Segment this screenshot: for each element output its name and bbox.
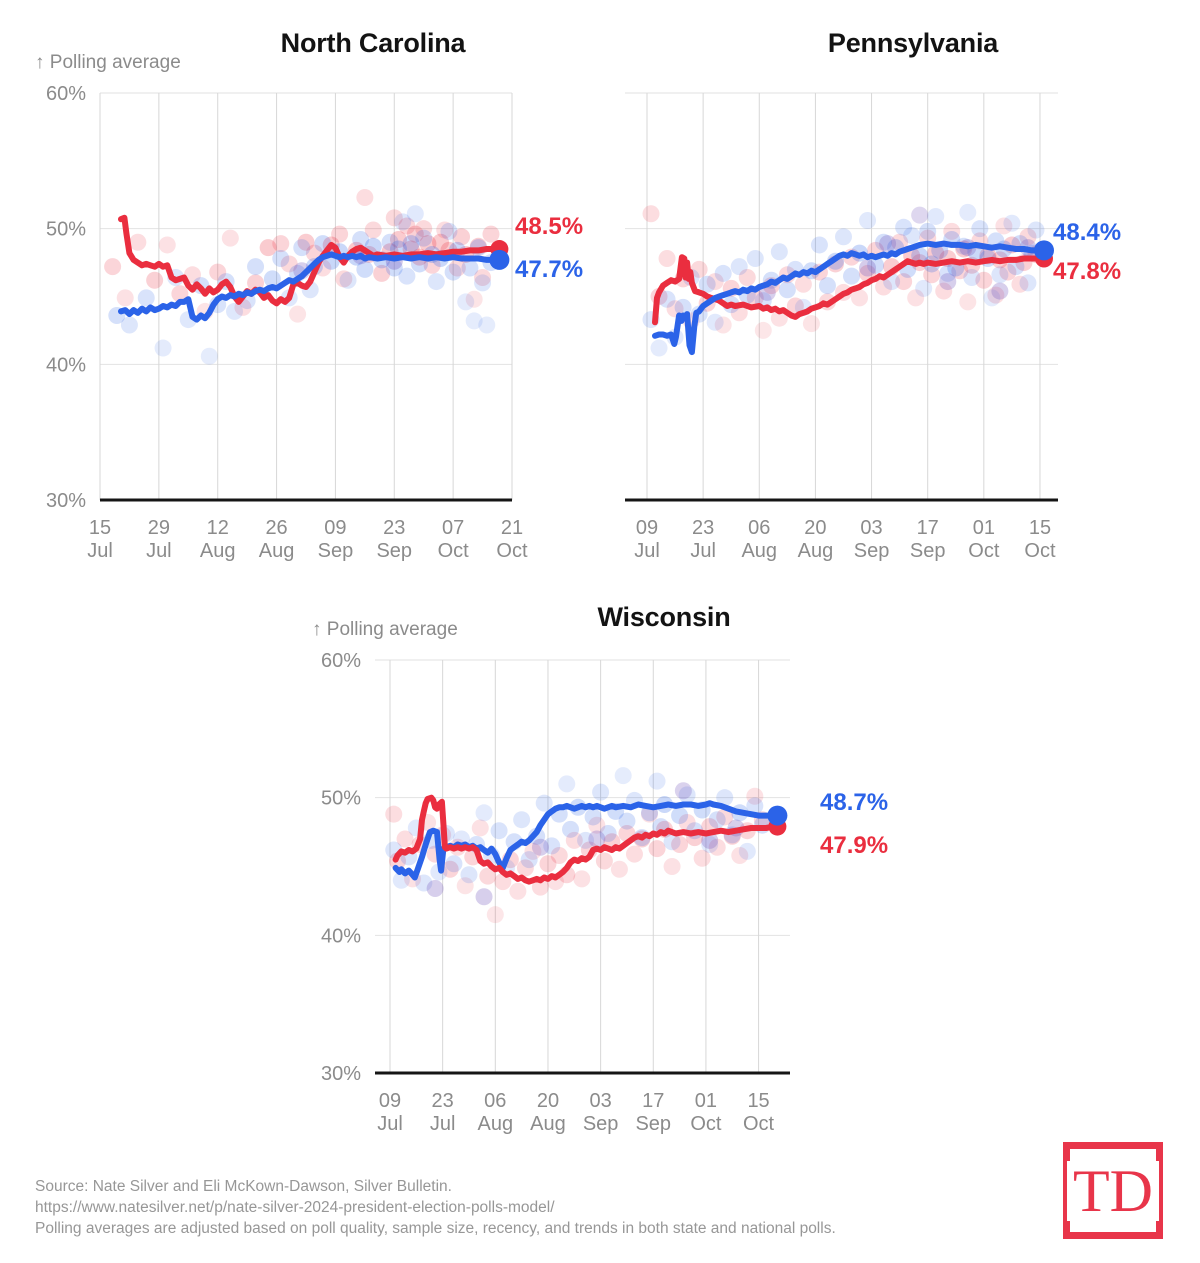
y-tick-labels: 60% 50% 40% 30% (46, 83, 86, 512)
source-note: Source: Nate Silver and Eli McKown-Dawso… (35, 1176, 836, 1239)
x-tick-labels: 09 Jul 23 Jul 06 Aug 20 Aug 03 Sep 17 Sep 01 Oct 15 Oct (377, 1090, 774, 1135)
blue-end-dot (489, 249, 510, 270)
x-tick-labels: 15 Jul 29 Jul 12 Aug 26 Aug 09 Sep 23 Sep 07 Oct 21 Oct (87, 517, 528, 562)
x-tick-label: 23 Jul (430, 1090, 456, 1135)
blue-average-line (652, 240, 1047, 356)
y-tick-labels: 60% 50% 40% 30% (321, 650, 361, 1085)
average-lines (118, 214, 510, 323)
x-tick-label: 21 Oct (496, 517, 528, 562)
td-logo-text: TD (1067, 1160, 1159, 1221)
x-tick-label: 03 Sep (854, 517, 890, 562)
y-tick-label: 30% (321, 1063, 361, 1085)
source-url: https://www.natesilver.net/p/nate-silver… (35, 1199, 555, 1216)
x-tick-label: 23 Jul (690, 517, 716, 562)
chart-title-wisconsin: Wisconsin (597, 602, 731, 632)
polling-average-text: Polling average (326, 619, 458, 640)
methodology-note: Polling averages are adjusted based on p… (35, 1220, 836, 1237)
td-logo: TD (1063, 1142, 1163, 1239)
x-tick-label: 17 Sep (910, 517, 946, 562)
up-arrow-icon: ↑ (35, 52, 45, 73)
y-tick-label: 40% (321, 925, 361, 947)
pennsylvania-chart: 09 Jul 23 Jul 06 Aug 20 Aug 03 Sep 17 Sep 01 Oct 15 Oct (625, 92, 1058, 562)
wi-red-final-value: 47.9% (820, 832, 889, 859)
wi-blue-final-value: 48.7% (820, 789, 889, 816)
blue-end-dot (1033, 240, 1054, 261)
x-tick-label: 06 Aug (478, 1090, 514, 1135)
pa-red-final-value: 47.8% (1053, 258, 1122, 285)
x-tick-label: 26 Aug (259, 517, 295, 562)
x-tick-label: 01 Oct (968, 517, 1000, 562)
x-tick-label: 07 Oct (438, 517, 470, 562)
y-tick-label: 40% (46, 354, 86, 376)
x-tick-label: 15 Oct (1024, 517, 1056, 562)
x-tick-labels: 09 Jul 23 Jul 06 Aug 20 Aug 03 Sep 17 Sep 01 Oct 15 Oct (634, 517, 1056, 562)
y-tick-label: 50% (321, 788, 361, 810)
y-tick-label: 50% (46, 219, 86, 241)
x-tick-label: 03 Sep (583, 1090, 619, 1135)
pa-blue-final-value: 48.4% (1053, 219, 1122, 246)
x-tick-label: 17 Sep (635, 1090, 671, 1135)
x-tick-label: 01 Oct (690, 1090, 722, 1135)
chart-title-pennsylvania: Pennsylvania (827, 28, 999, 58)
blue-end-dot (767, 805, 788, 826)
up-arrow-icon: ↑ (312, 619, 322, 640)
source-line: Source: Nate Silver and Eli McKown-Dawso… (35, 1178, 452, 1195)
x-tick-label: 29 Jul (146, 517, 172, 562)
x-tick-label: 20 Aug (530, 1090, 566, 1135)
average-lines (652, 240, 1054, 356)
wisconsin-chart: 60% 50% 40% 30% 09 Jul 23 Jul 06 Aug 20 Aug 03 Sep 17 S… (321, 650, 790, 1135)
y-tick-label: 60% (321, 650, 361, 672)
x-tick-label: 09 Jul (377, 1090, 403, 1135)
x-tick-label: 09 Jul (634, 517, 660, 562)
x-tick-label: 20 Aug (798, 517, 834, 562)
x-tick-label: 12 Aug (200, 517, 236, 562)
blue-average-line (118, 251, 503, 323)
nc-blue-final-value: 47.7% (515, 256, 584, 283)
red-average-line (392, 794, 781, 885)
red-average-line (652, 254, 1047, 326)
blue-average-line (392, 800, 781, 881)
polling-average-text: Polling average (49, 52, 181, 73)
red-average-line (118, 214, 503, 307)
nc-red-final-value: 48.5% (515, 213, 584, 240)
x-tick-label: 23 Sep (376, 517, 412, 562)
y-tick-label: 60% (46, 83, 86, 105)
north-carolina-chart: 60% 50% 40% 30%15 Jul 29 Jul 12 Aug 26 Aug 09 Sep 23 S… (46, 83, 528, 562)
x-tick-label: 15 Oct (743, 1090, 775, 1135)
chart-title-north-carolina: North Carolina (280, 28, 466, 58)
x-tick-label: 09 Sep (318, 517, 354, 562)
x-tick-label: 06 Aug (741, 517, 777, 562)
polling-average-label-wi: ↑ Polling average (312, 619, 458, 641)
gridlines (99, 92, 513, 500)
y-tick-label: 30% (46, 490, 86, 512)
polling-average-label-nc: ↑ Polling average (35, 52, 181, 74)
x-tick-label: 15 Jul (87, 517, 113, 562)
average-lines (392, 794, 788, 885)
